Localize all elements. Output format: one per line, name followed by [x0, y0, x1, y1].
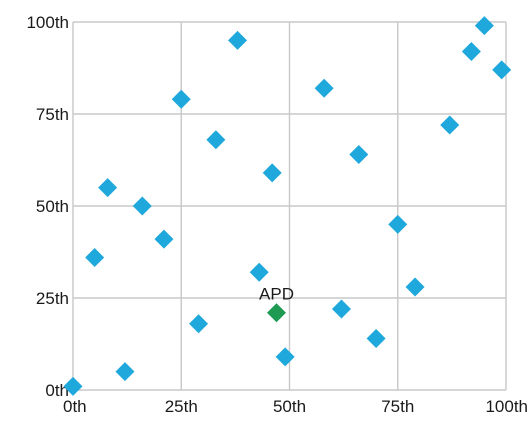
- data-point: [314, 78, 334, 98]
- y-tick-label: 100th: [26, 13, 69, 32]
- x-tick-label: 50th: [273, 397, 306, 416]
- data-point: [492, 60, 512, 80]
- highlight-point: [267, 303, 287, 323]
- x-tick-label: 25th: [165, 397, 198, 416]
- data-point: [206, 130, 226, 150]
- data-point: [275, 347, 295, 367]
- y-tick-label: 50th: [36, 197, 69, 216]
- data-point: [189, 314, 209, 334]
- x-tick-label: 75th: [381, 397, 414, 416]
- data-point: [440, 115, 460, 135]
- data-point: [171, 89, 191, 109]
- data-point: [461, 41, 481, 61]
- x-tick-label: 0th: [63, 397, 87, 416]
- data-point: [262, 163, 282, 183]
- data-points: [63, 16, 512, 396]
- y-axis-ticks: 0th 25th 50th 75th 100th: [26, 13, 69, 400]
- data-point: [154, 229, 174, 249]
- data-point: [474, 16, 494, 36]
- y-tick-label: 25th: [36, 289, 69, 308]
- grid: [72, 21, 507, 391]
- data-point: [132, 196, 152, 216]
- x-axis-ticks: 0th 25th 50th 75th 100th: [63, 397, 528, 416]
- y-tick-label: 0th: [45, 381, 69, 400]
- data-point: [115, 362, 135, 382]
- data-point: [249, 262, 269, 282]
- y-tick-label: 75th: [36, 105, 69, 124]
- data-point: [331, 299, 351, 319]
- data-point: [349, 144, 369, 164]
- point-label: APD: [259, 285, 294, 304]
- data-point: [63, 376, 83, 396]
- data-point: [98, 178, 118, 198]
- data-point: [366, 328, 386, 348]
- data-point: [388, 214, 408, 234]
- data-point: [405, 277, 425, 297]
- point-labels: APD: [259, 285, 294, 304]
- data-point: [228, 30, 248, 50]
- x-tick-label: 100th: [485, 397, 528, 416]
- data-point: [85, 248, 105, 268]
